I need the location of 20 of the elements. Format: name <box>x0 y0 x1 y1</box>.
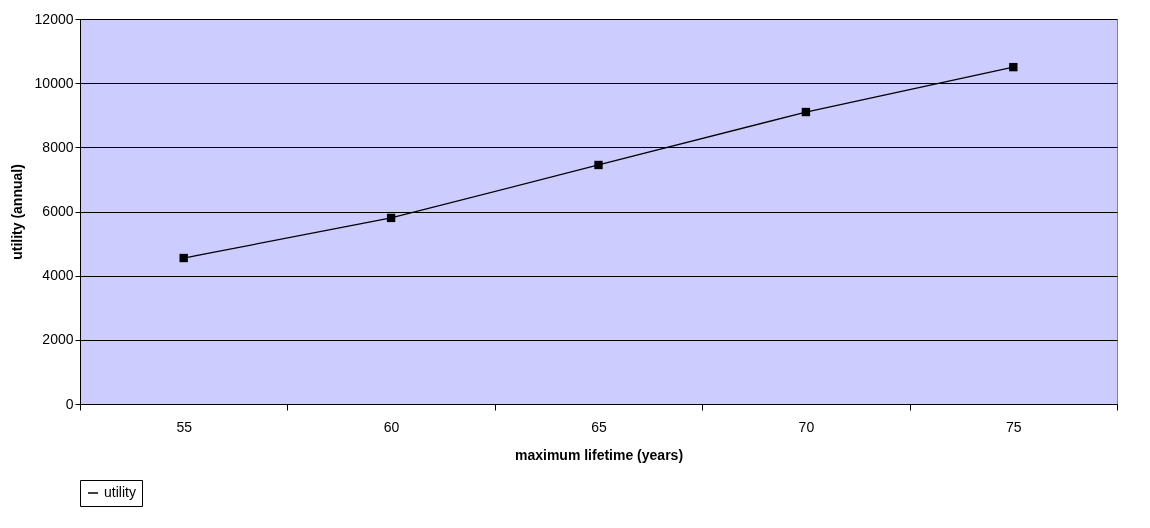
y-tick-label: 6000 <box>42 203 74 219</box>
x-tick-label: 70 <box>798 418 815 435</box>
y-tick-label: 8000 <box>42 138 74 155</box>
point <box>179 253 188 263</box>
y-axis-title: utility (annual) <box>8 164 25 260</box>
legend-label: utility <box>104 484 136 500</box>
point <box>1009 62 1018 72</box>
y-tick-label: 2000 <box>42 331 74 348</box>
point <box>594 160 603 170</box>
x-tick-label: 65 <box>591 418 607 435</box>
x-tick-label: 75 <box>1006 418 1022 435</box>
y-tick-label: 12000 <box>34 10 74 27</box>
x-tick-label: 60 <box>383 418 400 435</box>
point <box>801 107 811 117</box>
y-tick-label: 0 <box>65 395 74 412</box>
y-tick-label: 10000 <box>34 74 74 91</box>
point <box>386 213 396 223</box>
x-axis-title: maximum lifetime (years) <box>514 446 684 463</box>
y-tick-label: 4000 <box>42 267 74 284</box>
x-tick-label: 55 <box>176 418 193 435</box>
